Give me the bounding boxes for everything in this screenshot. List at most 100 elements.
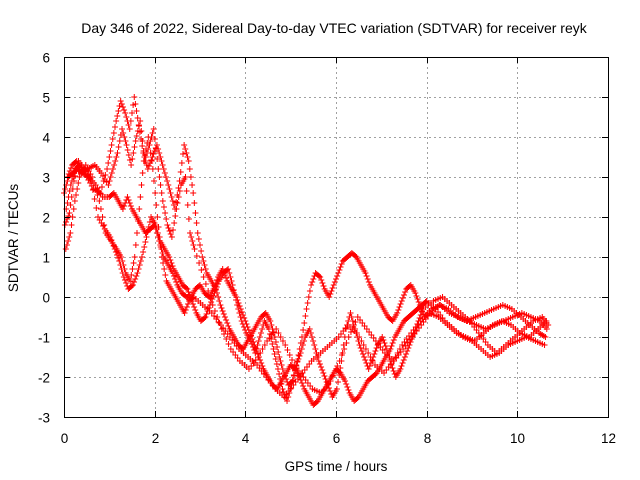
data-point xyxy=(333,386,340,392)
data-point xyxy=(296,353,303,359)
data-point xyxy=(331,279,338,285)
x-tick-label: 12 xyxy=(601,431,616,446)
data-point xyxy=(342,378,349,384)
x-tick-label: 6 xyxy=(333,431,341,446)
data-point xyxy=(276,354,283,360)
data-point xyxy=(256,334,263,340)
data-point xyxy=(212,287,219,293)
data-point xyxy=(235,306,242,312)
data-point xyxy=(397,301,404,307)
data-point xyxy=(390,337,397,343)
data-point xyxy=(172,213,179,219)
data-point xyxy=(321,373,328,379)
data-point xyxy=(383,346,390,352)
x-tick-label: 0 xyxy=(61,431,69,446)
data-point xyxy=(189,182,196,188)
data-point xyxy=(396,346,403,352)
data-point xyxy=(299,380,305,386)
data-point xyxy=(373,345,380,351)
data-point xyxy=(336,358,343,364)
data-point xyxy=(286,352,293,358)
data-point xyxy=(390,358,397,364)
data-point xyxy=(200,274,207,280)
data-point xyxy=(132,242,139,248)
data-point xyxy=(545,322,552,328)
data-point xyxy=(319,280,326,286)
data-point xyxy=(183,150,190,156)
y-tick-label: 6 xyxy=(42,51,50,66)
data-point xyxy=(379,334,386,340)
data-point xyxy=(403,351,410,357)
data-point xyxy=(543,318,550,324)
data-point xyxy=(277,358,284,364)
x-tick-label: 8 xyxy=(424,431,432,446)
data-point xyxy=(294,359,301,365)
data-point xyxy=(301,320,308,326)
data-point xyxy=(255,338,262,344)
data-point xyxy=(112,158,119,164)
data-point xyxy=(123,114,130,120)
data-point xyxy=(137,194,144,200)
data-point xyxy=(228,278,235,284)
data-point xyxy=(109,166,116,172)
series-track-b xyxy=(63,94,550,388)
data-point xyxy=(201,315,208,321)
data-point xyxy=(129,156,136,162)
data-point xyxy=(316,361,323,367)
data-point xyxy=(186,166,193,172)
data-point xyxy=(180,151,186,157)
data-point xyxy=(135,266,142,272)
data-point xyxy=(157,244,164,250)
data-point xyxy=(105,182,112,188)
data-point xyxy=(145,224,152,230)
data-point xyxy=(110,130,117,136)
data-point xyxy=(139,170,146,176)
data-point xyxy=(124,194,131,200)
data-point xyxy=(214,281,221,287)
data-point xyxy=(369,358,376,364)
data-point xyxy=(166,228,173,234)
data-point xyxy=(157,154,164,160)
data-point xyxy=(226,270,233,276)
data-point xyxy=(182,307,189,313)
data-point xyxy=(136,262,143,268)
data-point xyxy=(151,136,158,142)
data-point xyxy=(69,214,76,220)
data-point xyxy=(126,126,133,132)
data-point xyxy=(329,373,336,379)
data-point xyxy=(311,342,318,348)
data-point xyxy=(366,363,373,369)
data-point xyxy=(130,260,137,266)
data-point xyxy=(198,248,205,254)
data-point xyxy=(161,170,168,176)
x-axis-label: GPS time / hours xyxy=(285,459,388,474)
data-point xyxy=(308,334,315,340)
data-point xyxy=(171,220,178,226)
data-point xyxy=(185,289,192,295)
data-point xyxy=(221,314,228,320)
data-point xyxy=(218,305,225,311)
data-point xyxy=(371,351,378,357)
data-point xyxy=(267,318,274,324)
y-tick-label: 0 xyxy=(42,291,50,306)
data-point xyxy=(104,166,111,172)
data-point xyxy=(358,338,365,344)
data-point xyxy=(149,166,156,172)
data-point xyxy=(178,160,185,166)
series-track-e xyxy=(62,134,550,400)
data-point xyxy=(106,154,113,160)
data-point xyxy=(121,277,128,283)
data-point xyxy=(183,304,190,310)
data-point xyxy=(91,196,98,202)
data-point xyxy=(392,354,399,360)
x-tick-label: 4 xyxy=(242,431,250,446)
data-point xyxy=(184,286,191,292)
data-point xyxy=(365,279,372,285)
data-point xyxy=(320,370,327,376)
data-point xyxy=(138,128,145,134)
data-point xyxy=(269,341,276,347)
y-tick-label: 5 xyxy=(42,91,50,106)
data-point xyxy=(303,306,310,312)
data-point xyxy=(153,142,160,148)
data-point xyxy=(399,360,406,366)
